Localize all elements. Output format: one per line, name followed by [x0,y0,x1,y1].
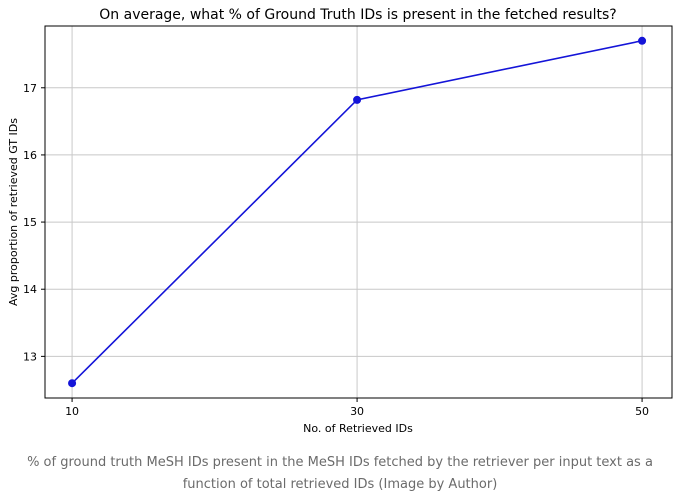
grid-lines [45,26,672,398]
figure-caption: % of ground truth MeSH IDs present in th… [27,455,653,492]
y-tick-label: 14 [23,283,37,296]
data-point [68,379,77,388]
chart-svg: 13 14 15 16 17 10 30 50 On average, what % of … [7,7,673,435]
y-axis-label: Avg proportion of retrieved GT IDs [7,118,20,306]
x-axis-ticks: 10 30 50 [65,398,649,418]
x-tick-label: 30 [350,405,364,418]
chart-title: On average, what % of Ground Truth IDs i… [99,7,616,23]
x-tick-label: 10 [65,405,79,418]
y-tick-label: 15 [23,216,37,229]
y-tick-label: 17 [23,82,37,95]
data-point [638,36,647,45]
x-axis-label: No. of Retrieved IDs [303,422,413,435]
series-layer [68,36,647,388]
y-tick-label: 16 [23,149,37,162]
y-tick-label: 13 [23,350,37,363]
line-chart: 13 14 15 16 17 10 30 50 On average, what % of … [7,7,673,435]
data-point [353,95,362,104]
x-tick-label: 50 [635,405,649,418]
plot-area-frame [44,25,673,399]
y-axis-ticks: 13 14 15 16 17 [23,82,45,363]
